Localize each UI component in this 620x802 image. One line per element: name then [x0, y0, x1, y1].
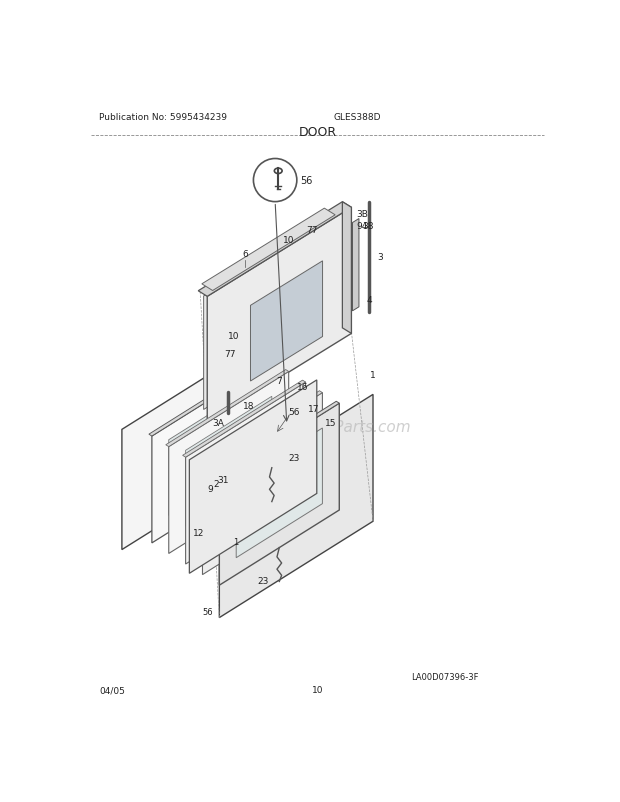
Text: 15: 15 — [324, 419, 336, 427]
Text: 12: 12 — [192, 529, 204, 538]
Text: 56: 56 — [300, 176, 312, 186]
Text: 3B: 3B — [356, 210, 368, 219]
Polygon shape — [189, 380, 317, 573]
Polygon shape — [169, 387, 255, 516]
Polygon shape — [200, 391, 322, 468]
Polygon shape — [122, 336, 272, 550]
Polygon shape — [352, 219, 359, 311]
Text: DOOR: DOOR — [299, 125, 337, 139]
Polygon shape — [219, 403, 339, 585]
Text: 18: 18 — [244, 402, 255, 411]
Polygon shape — [250, 261, 322, 382]
Polygon shape — [169, 372, 289, 553]
Text: 17: 17 — [308, 404, 319, 414]
Text: 94: 94 — [356, 222, 368, 231]
Polygon shape — [203, 407, 289, 537]
Text: 56: 56 — [203, 608, 213, 617]
Polygon shape — [185, 383, 306, 565]
Text: 10: 10 — [283, 236, 294, 245]
Text: 10: 10 — [228, 331, 239, 340]
Polygon shape — [198, 202, 352, 297]
Text: 1: 1 — [370, 371, 376, 379]
Polygon shape — [219, 395, 373, 618]
Polygon shape — [185, 397, 272, 526]
Text: 23: 23 — [258, 577, 269, 585]
Text: 04/05: 04/05 — [99, 686, 125, 695]
Polygon shape — [166, 370, 289, 447]
Text: 77: 77 — [224, 350, 236, 358]
Text: 77: 77 — [306, 226, 318, 235]
Circle shape — [254, 160, 297, 202]
Text: GLES388D: GLES388D — [334, 113, 381, 122]
Polygon shape — [152, 362, 272, 543]
Text: eReplacementParts.com: eReplacementParts.com — [224, 419, 411, 435]
Text: LA00D07396-3F: LA00D07396-3F — [410, 672, 478, 681]
Text: 1: 1 — [232, 537, 238, 546]
Text: Publication No: 5995434239: Publication No: 5995434239 — [99, 113, 227, 122]
Text: 10: 10 — [312, 686, 324, 695]
Text: 31: 31 — [218, 475, 229, 484]
Polygon shape — [149, 359, 272, 436]
Polygon shape — [207, 208, 352, 423]
Text: 3A: 3A — [213, 419, 224, 428]
Text: 56: 56 — [288, 407, 299, 416]
Text: 3: 3 — [377, 253, 383, 262]
Text: 9: 9 — [208, 484, 213, 493]
Text: 6: 6 — [242, 249, 248, 259]
Ellipse shape — [275, 169, 282, 174]
Text: 7: 7 — [276, 377, 281, 386]
Polygon shape — [219, 418, 306, 548]
Text: 4: 4 — [367, 296, 373, 305]
Text: 16: 16 — [297, 383, 308, 391]
Text: 38: 38 — [363, 221, 374, 231]
Polygon shape — [342, 202, 352, 334]
Text: 23: 23 — [289, 453, 300, 463]
Polygon shape — [202, 209, 335, 291]
Polygon shape — [203, 393, 322, 575]
Polygon shape — [183, 381, 306, 458]
Polygon shape — [203, 221, 326, 410]
Polygon shape — [236, 428, 322, 558]
Polygon shape — [216, 402, 339, 479]
Text: 2: 2 — [214, 480, 219, 488]
